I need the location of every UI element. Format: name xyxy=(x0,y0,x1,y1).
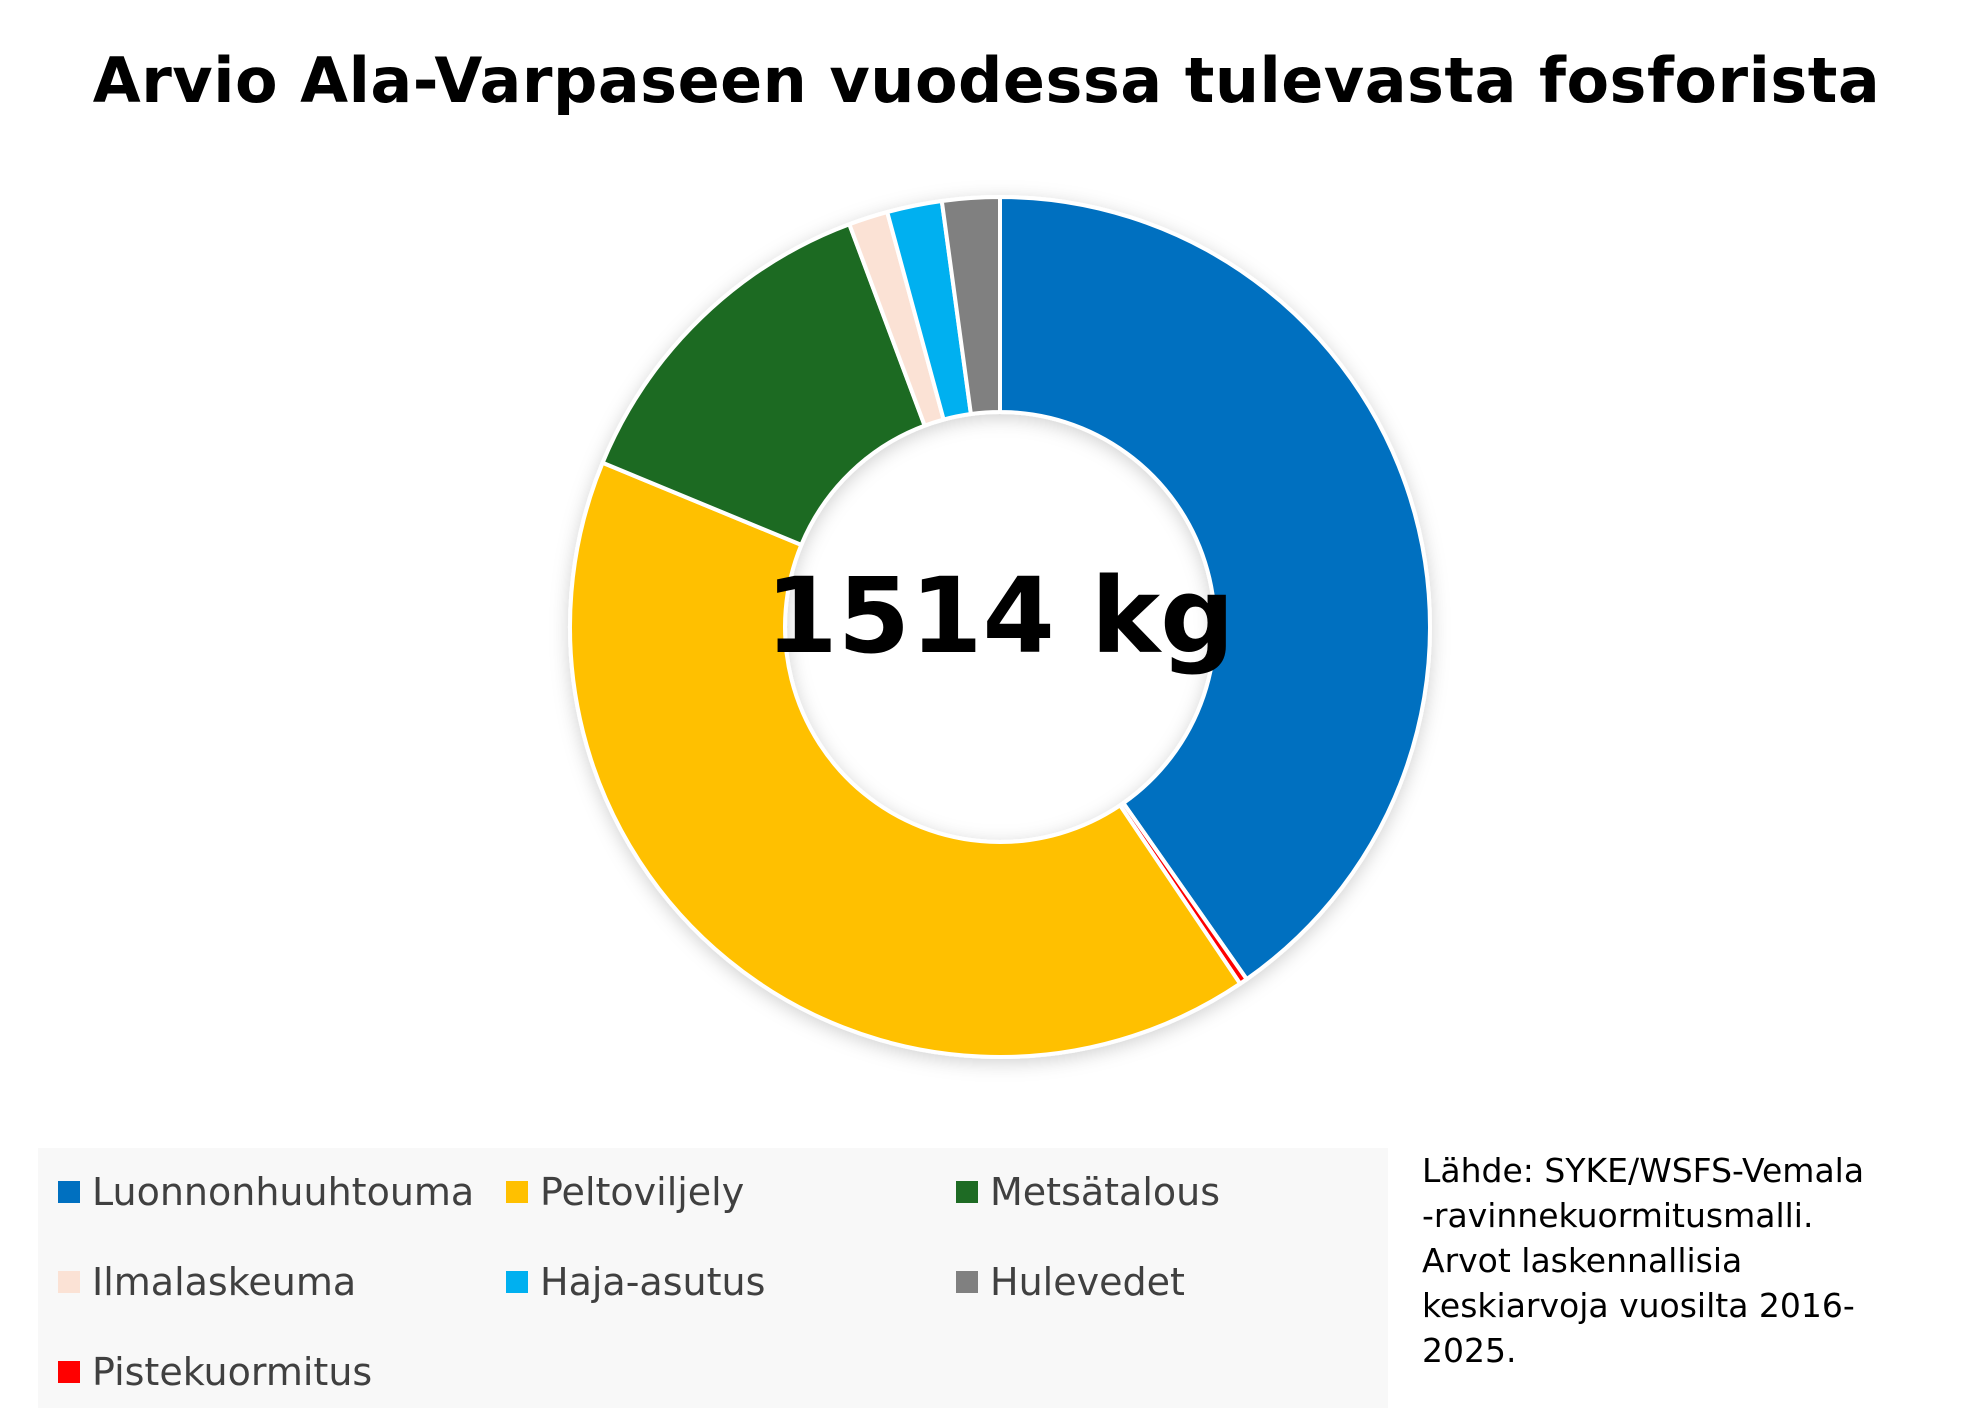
source-line: keskiarvoja vuosilta 2016- xyxy=(1422,1286,1855,1325)
legend-swatch xyxy=(956,1271,978,1293)
donut-slice-mets-talous xyxy=(600,222,927,547)
donut-slice-luonnonhuuhtouma xyxy=(998,195,1432,982)
source-line: Lähde: SYKE/WSFS-Vemala xyxy=(1422,1151,1865,1190)
chart-title: Arvio Ala-Varpaseen vuodessa tulevasta f… xyxy=(92,44,1881,117)
legend-item: Metsätalous xyxy=(956,1170,1220,1214)
donut-slice-hulevedet xyxy=(939,195,1002,416)
legend-label: Ilmalaskeuma xyxy=(92,1260,357,1304)
legend-swatch xyxy=(506,1181,528,1203)
source-note: Lähde: SYKE/WSFS-Vemala -ravinnekuormitu… xyxy=(1422,1148,1952,1373)
legend-item: Hulevedet xyxy=(956,1260,1185,1304)
legend-item: Peltoviljely xyxy=(506,1170,744,1214)
legend-swatch xyxy=(58,1181,80,1203)
legend-label: Peltoviljely xyxy=(540,1170,745,1214)
legend-label: Pistekuormitus xyxy=(92,1350,373,1394)
legend-item: Ilmalaskeuma xyxy=(58,1260,356,1304)
source-line: Arvot laskennallisia xyxy=(1422,1241,1743,1280)
legend-label: Luonnonhuuhtouma xyxy=(92,1170,475,1214)
center-total-label: 1514 kg xyxy=(765,555,1235,677)
legend-label: Hulevedet xyxy=(990,1260,1185,1304)
legend: Luonnonhuuhtouma Peltoviljely Metsätalou… xyxy=(38,1148,1388,1408)
source-line: 2025. xyxy=(1422,1331,1517,1370)
donut-chart xyxy=(568,195,1432,1059)
legend-swatch xyxy=(58,1271,80,1293)
donut-slice-peltoviljely xyxy=(568,460,1243,1059)
legend-label: Metsätalous xyxy=(990,1170,1221,1214)
legend-item: Pistekuormitus xyxy=(58,1350,372,1394)
legend-item: Haja-asutus xyxy=(506,1260,765,1304)
legend-swatch xyxy=(58,1361,80,1383)
legend-item: Luonnonhuuhtouma xyxy=(58,1170,474,1214)
legend-label: Haja-asutus xyxy=(540,1260,766,1304)
legend-swatch xyxy=(956,1181,978,1203)
legend-swatch xyxy=(506,1271,528,1293)
source-line: -ravinnekuormitusmalli. xyxy=(1422,1196,1814,1235)
